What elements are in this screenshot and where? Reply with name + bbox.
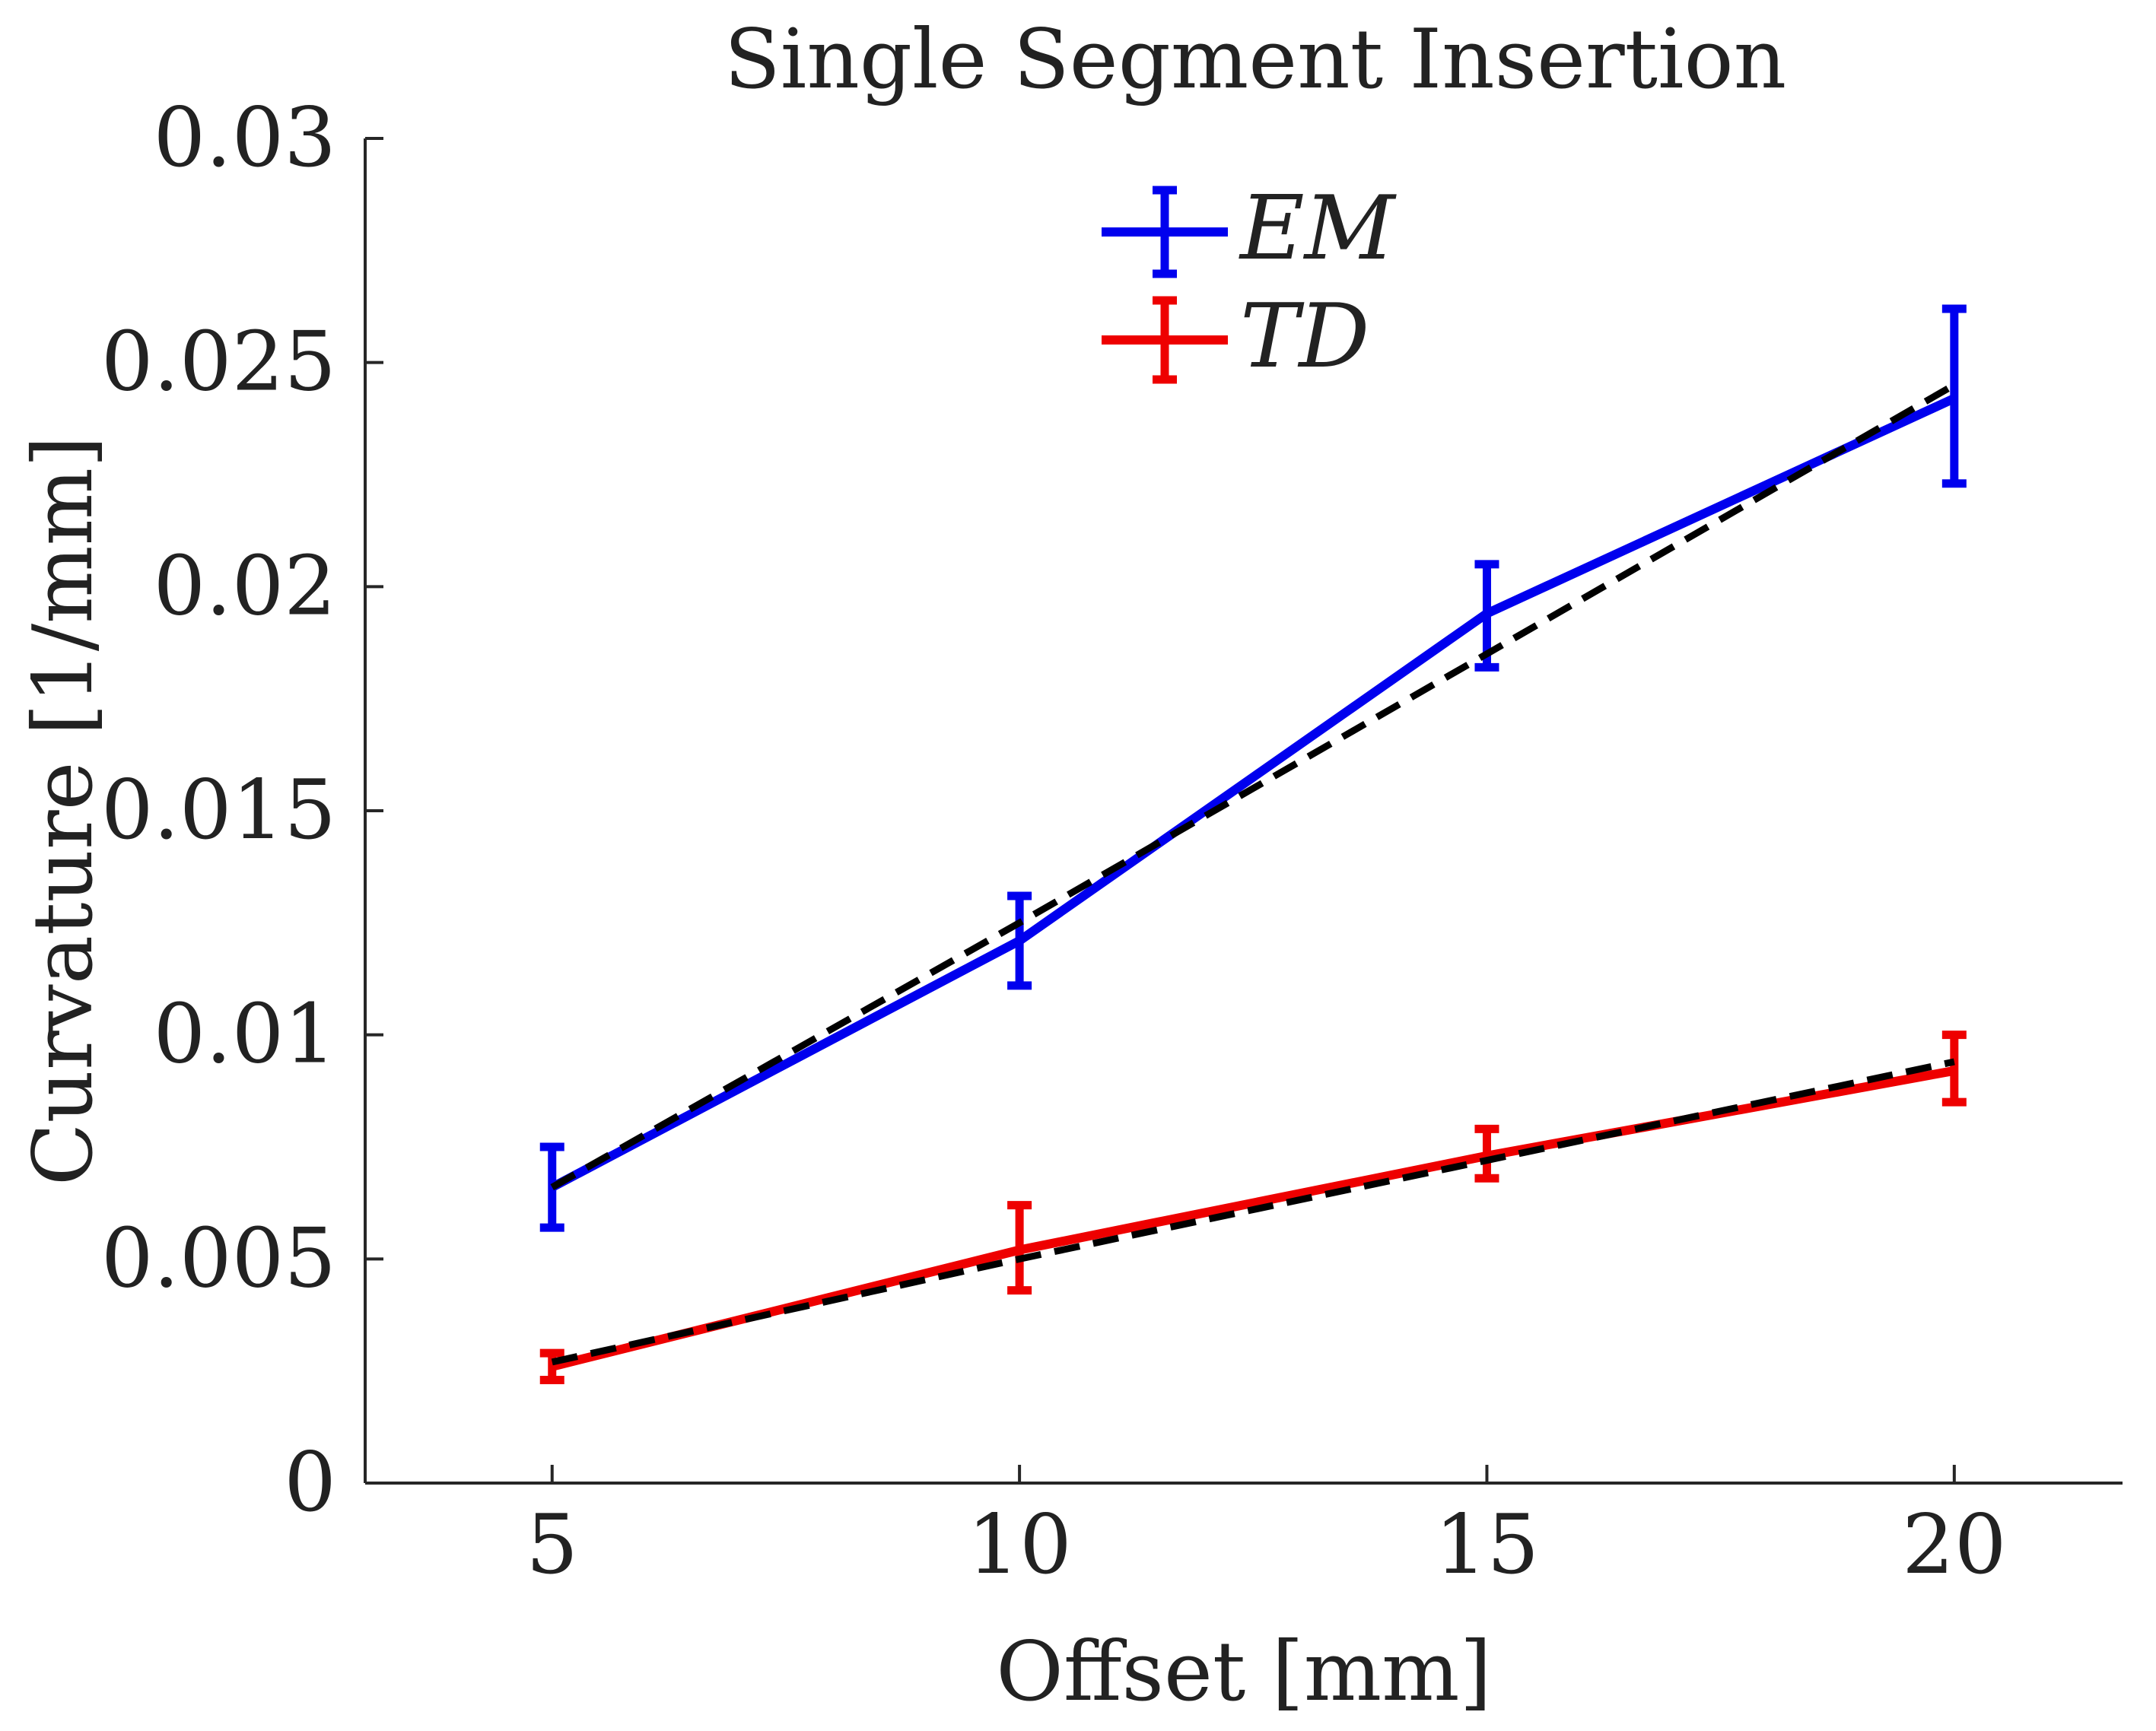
x-axis-label: Offset [mm] [996, 1625, 1491, 1720]
x-tick-label: 15 [1435, 1498, 1539, 1593]
x-tick-label: 10 [967, 1498, 1071, 1593]
y-tick-label: 0.015 [101, 763, 336, 858]
y-tick-label: 0 [284, 1435, 336, 1530]
y-tick-label: 0.03 [154, 91, 336, 186]
legend: EM TD [1102, 177, 1398, 388]
y-tick-label: 0.005 [101, 1211, 336, 1306]
x-tick-label: 5 [526, 1498, 578, 1593]
legend-td-label: TD [1240, 285, 1369, 388]
td-line [551, 1066, 1955, 1371]
y-tick-label: 0.02 [154, 538, 336, 634]
y-tick-label: 0.01 [154, 987, 336, 1082]
y-axis: 0 0.005 0.01 0.015 0.02 0.025 0.03 [101, 91, 383, 1530]
td-fit-line [551, 1058, 1955, 1366]
x-tick-label: 20 [1902, 1498, 2006, 1593]
y-axis-label: Curvature [1/mm] [16, 436, 111, 1186]
legend-item-td: TD [1102, 285, 1369, 388]
plot-area [539, 304, 1967, 1384]
em-fit-line [550, 382, 1957, 1190]
y-tick-label: 0.025 [101, 315, 336, 410]
em-line [549, 394, 1957, 1192]
legend-item-em: EM [1102, 177, 1398, 280]
x-axis: 5 10 15 20 [526, 1465, 2007, 1593]
legend-em-label: EM [1239, 177, 1398, 280]
chart-title: Single Segment Insertion [724, 12, 1786, 107]
series-em [539, 304, 1967, 1232]
